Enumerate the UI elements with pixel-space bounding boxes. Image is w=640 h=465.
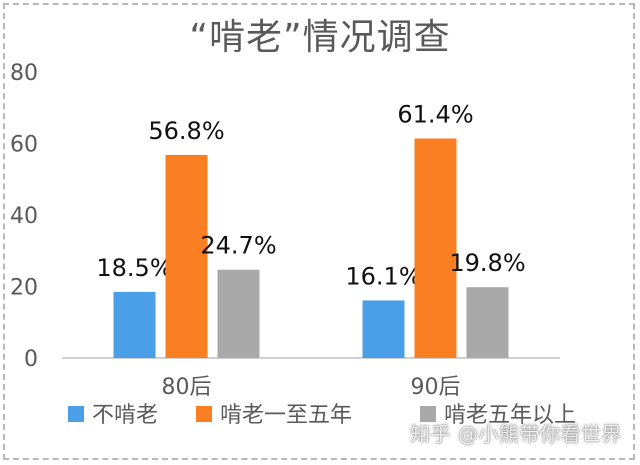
data-label: 18.5%: [96, 254, 172, 282]
y-tick-label: 20: [10, 276, 38, 301]
bar: [466, 287, 509, 358]
y-tick-label: 60: [10, 133, 38, 158]
bar: [165, 154, 208, 358]
bar: [362, 300, 405, 358]
x-tick-label: 80后: [162, 375, 212, 400]
data-label: 24.7%: [200, 232, 276, 260]
data-label: 19.8%: [449, 249, 525, 277]
y-tick-label: 40: [10, 204, 38, 229]
watermark: 知乎 @小熊带你看世界: [410, 422, 622, 446]
legend-label: 啃老一至五年: [220, 403, 352, 428]
x-tick-label: 90后: [411, 375, 461, 400]
y-tick-label: 80: [10, 61, 38, 86]
legend-label: 不啃老: [92, 403, 158, 428]
chart-title: “啃老”情况调查: [189, 17, 451, 58]
chart-frame: [3, 3, 635, 460]
legend-swatch: [420, 406, 436, 422]
bar: [217, 269, 260, 358]
data-label: 61.4%: [397, 100, 473, 128]
legend-swatch: [68, 406, 84, 422]
y-tick-label: 0: [24, 347, 38, 372]
data-label: 56.8%: [148, 117, 224, 145]
legend-swatch: [196, 406, 212, 422]
bar: [414, 138, 457, 358]
legend-label: 啃老五年以上: [444, 403, 576, 428]
data-label: 16.1%: [345, 262, 421, 290]
bar: [113, 291, 156, 358]
